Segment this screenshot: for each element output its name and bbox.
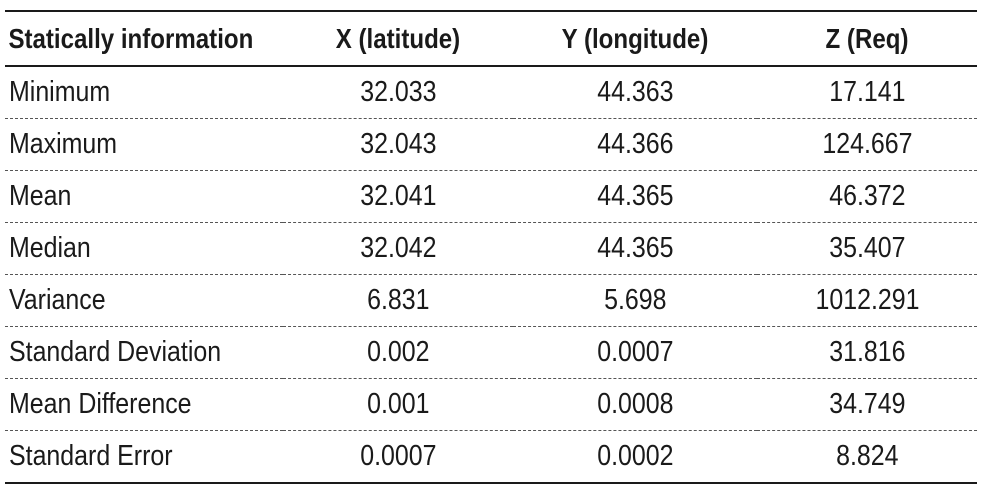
statistics-table: Statically information X (latitude) Y (l…	[5, 10, 977, 484]
row-label: Mean	[5, 170, 283, 223]
header-y-longitude: Y (longitude)	[530, 10, 740, 67]
z-value: 34.749	[757, 378, 977, 431]
y-value: 0.0008	[513, 378, 757, 431]
row-label: Standard Error	[5, 430, 283, 484]
statistics-table-container: Statically information X (latitude) Y (l…	[5, 10, 977, 484]
table-row: Mean Difference 0.001 0.0008 34.749	[5, 378, 977, 431]
y-value: 44.366	[513, 118, 757, 171]
z-value: 17.141	[757, 66, 977, 119]
row-label: Median	[5, 222, 283, 275]
x-value: 0.001	[283, 378, 513, 431]
row-label: Standard Deviation	[5, 326, 283, 379]
z-value: 35.407	[757, 222, 977, 275]
table-row: Standard Error 0.0007 0.0002 8.824	[5, 430, 977, 484]
x-value: 32.042	[283, 222, 513, 275]
y-value: 44.363	[513, 66, 757, 119]
table-row: Mean 32.041 44.365 46.372	[5, 170, 977, 223]
y-value: 5.698	[513, 274, 757, 327]
header-z-req: Z (Req)	[772, 10, 962, 67]
header-x-latitude: X (latitude)	[299, 10, 497, 67]
table-row: Maximum 32.043 44.366 124.667	[5, 118, 977, 171]
table-row: Standard Deviation 0.002 0.0007 31.816	[5, 326, 977, 379]
z-value: 46.372	[757, 170, 977, 223]
z-value: 31.816	[757, 326, 977, 379]
table-header: Statically information X (latitude) Y (l…	[5, 10, 977, 67]
x-value: 6.831	[283, 274, 513, 327]
z-value: 8.824	[757, 430, 977, 484]
row-label: Mean Difference	[5, 378, 283, 431]
header-row: Statically information X (latitude) Y (l…	[5, 10, 977, 67]
z-value: 124.667	[757, 118, 977, 171]
x-value: 32.043	[283, 118, 513, 171]
table-row: Minimum 32.033 44.363 17.141	[5, 66, 977, 119]
y-value: 44.365	[513, 222, 757, 275]
table-row: Variance 6.831 5.698 1012.291	[5, 274, 977, 327]
y-value: 0.0002	[513, 430, 757, 484]
x-value: 0.002	[283, 326, 513, 379]
y-value: 44.365	[513, 170, 757, 223]
table-row: Median 32.042 44.365 35.407	[5, 222, 977, 275]
x-value: 32.041	[283, 170, 513, 223]
row-label: Variance	[5, 274, 283, 327]
table-body: Minimum 32.033 44.363 17.141 Maximum 32.…	[5, 66, 977, 484]
y-value: 0.0007	[513, 326, 757, 379]
row-label: Minimum	[5, 66, 283, 119]
z-value: 1012.291	[757, 274, 977, 327]
row-label: Maximum	[5, 118, 283, 171]
x-value: 0.0007	[283, 430, 513, 484]
header-statistic: Statically information	[5, 10, 253, 67]
x-value: 32.033	[283, 66, 513, 119]
